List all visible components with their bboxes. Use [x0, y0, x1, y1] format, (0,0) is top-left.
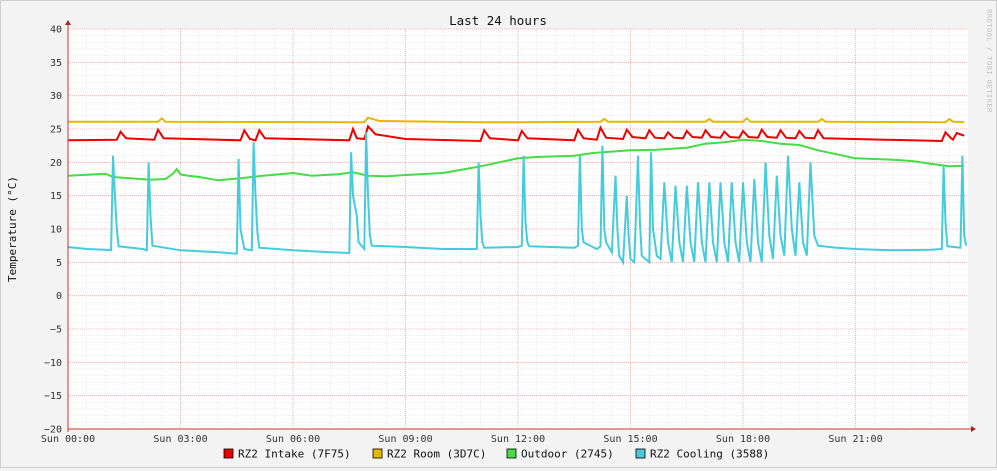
x-tick-labels: Sun 00:00 Sun 03:00 Sun 06:00 Sun 09:00 Sun …	[41, 434, 883, 445]
x-tick-label: Sun 21:00	[828, 434, 882, 445]
axes	[65, 20, 976, 432]
y-tick-label: 20	[50, 158, 62, 169]
x-tick-label: Sun 15:00	[603, 434, 657, 445]
x-tick-label: Sun 09:00	[378, 434, 432, 445]
x-tick-label: Sun 06:00	[266, 434, 320, 445]
y-tick-label: 5	[56, 258, 62, 269]
x-axis-arrow-icon	[971, 426, 976, 432]
legend-swatch	[506, 448, 517, 459]
legend-label: RZ2 Room (3D7C)	[387, 448, 486, 461]
y-tick-label: 0	[56, 291, 62, 302]
legend-label: RZ2 Intake (7F75)	[238, 448, 351, 461]
legend: RZ2 Intake (7F75) RZ2 Room (3D7C) Outdoor …	[223, 448, 769, 461]
y-tick-label: −20	[44, 425, 62, 436]
series-line-3	[67, 138, 965, 182]
series-line-1	[67, 124, 965, 143]
legend-swatch	[223, 448, 234, 459]
y-tick-label: 30	[50, 91, 62, 102]
y-tick-label: 35	[50, 58, 62, 69]
y-tick-label: −10	[44, 358, 62, 369]
y-tick-label: −15	[44, 391, 62, 402]
series-line-4	[67, 132, 968, 266]
x-tick-label: Sun 00:00	[41, 434, 95, 445]
rrdtool-watermark: RRDTOOL / TOBI OETIKER	[985, 9, 993, 113]
y-tick-labels: −20 −15 −10 −5 0 5 10 15 20 25 30 35 40	[44, 25, 62, 436]
y-tick-label: 10	[50, 225, 62, 236]
legend-label: RZ2 Cooling (3588)	[650, 448, 769, 461]
x-tick-label: Sun 18:00	[716, 434, 770, 445]
grid	[67, 28, 968, 430]
y-tick-label: −5	[50, 325, 62, 336]
legend-swatch	[635, 448, 646, 459]
y-axis-arrow-icon	[65, 20, 71, 25]
series-line-2	[68, 116, 965, 124]
y-tick-label: 25	[50, 125, 62, 136]
x-tick-label: Sun 03:00	[153, 434, 207, 445]
legend-swatch	[372, 448, 383, 459]
y-tick-label: 15	[50, 191, 62, 202]
y-axis-label: Temperature (°C)	[6, 176, 19, 282]
x-tick-label: Sun 12:00	[491, 434, 545, 445]
chart-title: Last 24 hours	[449, 13, 547, 28]
series-layer	[67, 116, 968, 266]
legend-label: Outdoor (2745)	[521, 448, 614, 461]
y-tick-label: 40	[50, 25, 62, 36]
